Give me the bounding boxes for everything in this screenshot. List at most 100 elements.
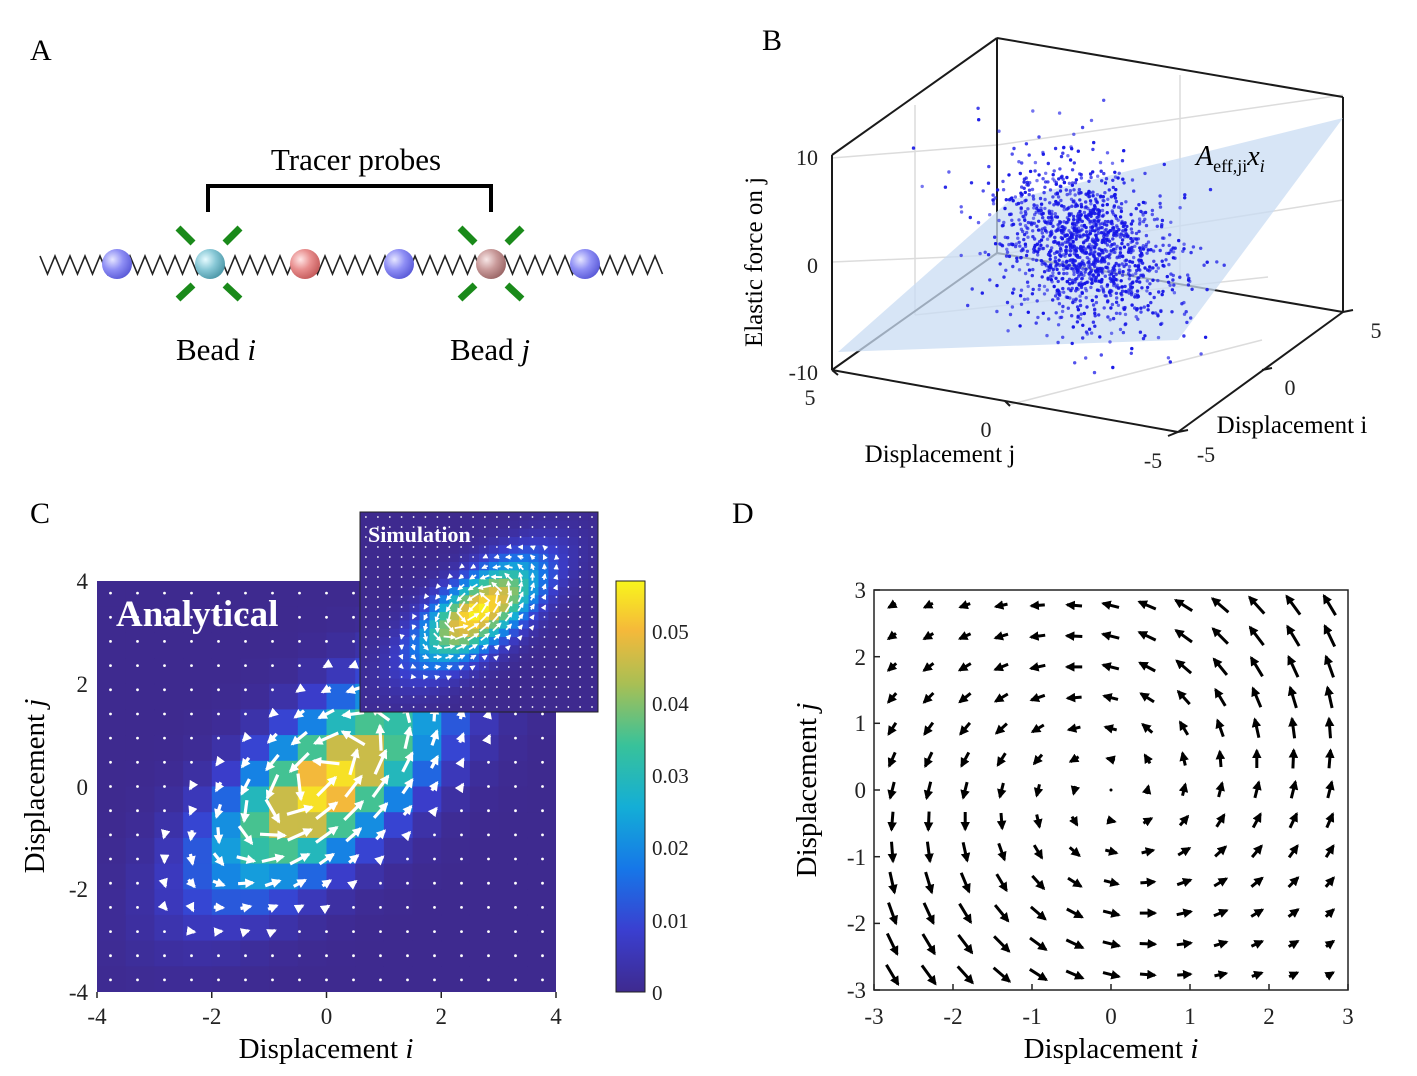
flux-arrow [448, 526, 451, 528]
heatmap-cell [578, 703, 589, 712]
flux-arrow [1325, 748, 1335, 769]
heatmap-cell [369, 695, 381, 705]
scatter-point [1096, 238, 1100, 242]
flux-arrow [400, 616, 403, 618]
heatmap-cell [183, 940, 213, 967]
heatmap-cell [125, 683, 155, 711]
heatmap-cell [154, 914, 184, 942]
heatmap-cell [369, 595, 381, 605]
scatter-point [1119, 206, 1123, 211]
scatter-point [1102, 98, 1106, 103]
heatmap-cell [360, 595, 371, 605]
heatmap-cell [498, 709, 528, 736]
flux-arrow [412, 556, 415, 558]
flux-arrow [109, 712, 112, 716]
scatter-point [1012, 287, 1016, 291]
scatter-point [1060, 237, 1065, 241]
flux-arrow [217, 688, 220, 692]
flux-arrow [1249, 655, 1264, 678]
scatter-point [1114, 187, 1118, 192]
flux-arrow [1101, 600, 1120, 610]
scatter-point [1137, 276, 1141, 280]
flux-arrow [377, 606, 379, 608]
flux-arrow [922, 630, 935, 641]
heatmap-cell [409, 678, 420, 688]
scatter-point [1056, 279, 1060, 284]
flux-arrow [109, 664, 112, 667]
scatter-point [1143, 217, 1147, 221]
flux-arrow [555, 666, 558, 668]
heatmap-cell [97, 606, 127, 633]
flux-arrow [567, 696, 570, 698]
heatmap-cell [389, 528, 401, 538]
heatmap-cell [548, 520, 559, 530]
flux-arrow [456, 611, 467, 623]
scatter-point [1039, 243, 1043, 247]
flux-arrow [591, 696, 593, 698]
heatmap-cell [528, 595, 539, 605]
heatmap-cell [419, 695, 430, 705]
scatter-point [1042, 270, 1047, 274]
scatter-point [1091, 320, 1096, 324]
heatmap-cell [269, 683, 299, 711]
scatter-point [1051, 298, 1055, 302]
flux-arrow [541, 809, 544, 813]
flux-arrow [484, 516, 486, 518]
flux-arrows-simulation [365, 516, 593, 708]
heatmap-cell [183, 863, 213, 890]
scatter-point [1025, 280, 1030, 284]
heatmap-cell [125, 786, 155, 813]
heatmap-cell [498, 587, 510, 596]
flux-arrow [472, 696, 474, 698]
scatter-point [1153, 311, 1158, 315]
scatter-point [1123, 235, 1127, 239]
heatmap-cell [469, 545, 480, 555]
scatter-point [1060, 241, 1065, 246]
heatmap-cell [154, 632, 184, 659]
scatter-point [1060, 225, 1064, 229]
scatter-point [1087, 179, 1091, 183]
heatmap-cell [389, 570, 401, 580]
x-tick: -2 [202, 1004, 221, 1029]
scatter-point [1070, 314, 1074, 318]
heatmap-cell [578, 520, 589, 530]
flux-arrow [591, 666, 593, 668]
heatmap-cell [588, 528, 598, 538]
flux-arrow [136, 809, 139, 813]
flux-arrow [517, 624, 523, 631]
heatmap-cell [409, 578, 420, 588]
flux-arrow [445, 675, 452, 681]
heatmap-cell [508, 528, 520, 538]
flux-arrow [424, 576, 427, 578]
heatmap-cell [154, 863, 184, 890]
flux-arrow [505, 634, 512, 641]
heatmap-cell [399, 695, 411, 705]
scatter-point [1074, 237, 1078, 241]
heatmap-cell [441, 863, 471, 890]
flux-arrow [345, 827, 363, 843]
scatter-point [1084, 356, 1088, 360]
heatmap-cell [269, 914, 299, 942]
scatter-point [987, 164, 991, 169]
scatter-point [977, 118, 981, 122]
heatmap-cell [429, 637, 440, 646]
scatter-point [1103, 228, 1107, 233]
heatmap-cell [538, 528, 549, 538]
flux-arrow [434, 603, 441, 611]
scatter-point [1031, 287, 1035, 292]
heatmap-cell [498, 570, 510, 580]
flux-arrow [136, 688, 139, 692]
heatmap-cell [399, 687, 411, 696]
scatter-point [1037, 240, 1042, 244]
scatter-point [1129, 351, 1134, 355]
flux-arrow [427, 806, 438, 818]
heatmap-cell [488, 628, 500, 638]
heatmap-cell [369, 520, 381, 530]
flux-arrow [454, 782, 465, 794]
y-tick: -2 [847, 911, 866, 936]
scatter-point [1078, 294, 1082, 298]
heatmap-cell [326, 735, 356, 762]
heatmap-cell [412, 914, 442, 942]
flux-arrow [190, 664, 193, 667]
scatter-point [1075, 228, 1079, 232]
